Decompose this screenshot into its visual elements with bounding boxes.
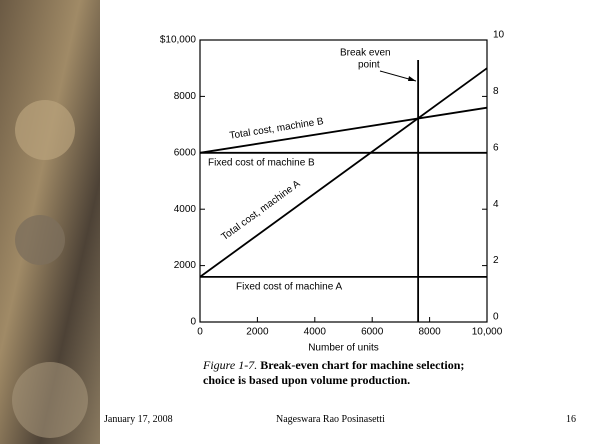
line-label: Total cost, machine B (229, 116, 325, 142)
footer-author: Nageswara Rao Posinasetti (276, 414, 385, 425)
annotation-arrowhead (408, 76, 416, 81)
y2-tick-label: 6 (493, 142, 499, 153)
y2-tick-label: 4 (493, 199, 499, 210)
y2-tick-label: 10 (493, 30, 505, 41)
y-tick-label: 2000 (174, 260, 197, 271)
y-tick-label: $10,000 (160, 35, 197, 46)
line-label: Fixed cost of machine A (236, 282, 342, 293)
x-tick-label: 10,000 (472, 327, 503, 338)
y-tick-label: 0 (190, 317, 196, 328)
y2-tick-label: 2 (493, 255, 499, 266)
x-tick-label: 8000 (418, 327, 441, 338)
footer-page: 16 (566, 414, 576, 425)
y2-tick-label: 0 (493, 312, 499, 323)
x-axis-label: Number of units (308, 343, 379, 354)
series-line (200, 68, 487, 277)
plot-frame (200, 40, 487, 322)
x-tick-label: 2000 (246, 327, 269, 338)
y-tick-label: 8000 (174, 91, 197, 102)
y2-tick-label: 8 (493, 86, 499, 97)
line-label: Fixed cost of machine B (208, 157, 315, 168)
x-tick-label: 0 (197, 327, 203, 338)
figure-caption: Figure 1-7. Break-even chart for machine… (203, 358, 473, 388)
decoration (15, 100, 75, 160)
x-tick-label: 6000 (361, 327, 384, 338)
break-even-label: Break even (340, 48, 391, 59)
decoration (12, 362, 88, 438)
break-even-label: point (358, 60, 380, 71)
decoration (15, 215, 65, 265)
x-tick-label: 4000 (304, 327, 327, 338)
y-tick-label: 4000 (174, 204, 197, 215)
footer-date: January 17, 2008 (104, 414, 173, 425)
figure-label: Figure 1-7. (203, 358, 257, 372)
y-tick-label: 6000 (174, 147, 197, 158)
slide: 0 2000 4000 6000 8000 $10,000 0 2 4 6 8 10 0 2000 4000… (0, 0, 592, 444)
